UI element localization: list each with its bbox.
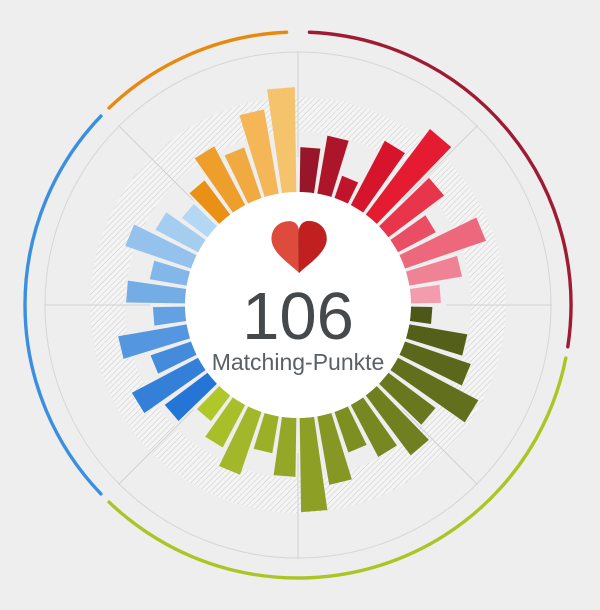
svg-text:106: 106 — [242, 279, 354, 354]
svg-text:Matching-Punkte: Matching-Punkte — [212, 349, 385, 375]
